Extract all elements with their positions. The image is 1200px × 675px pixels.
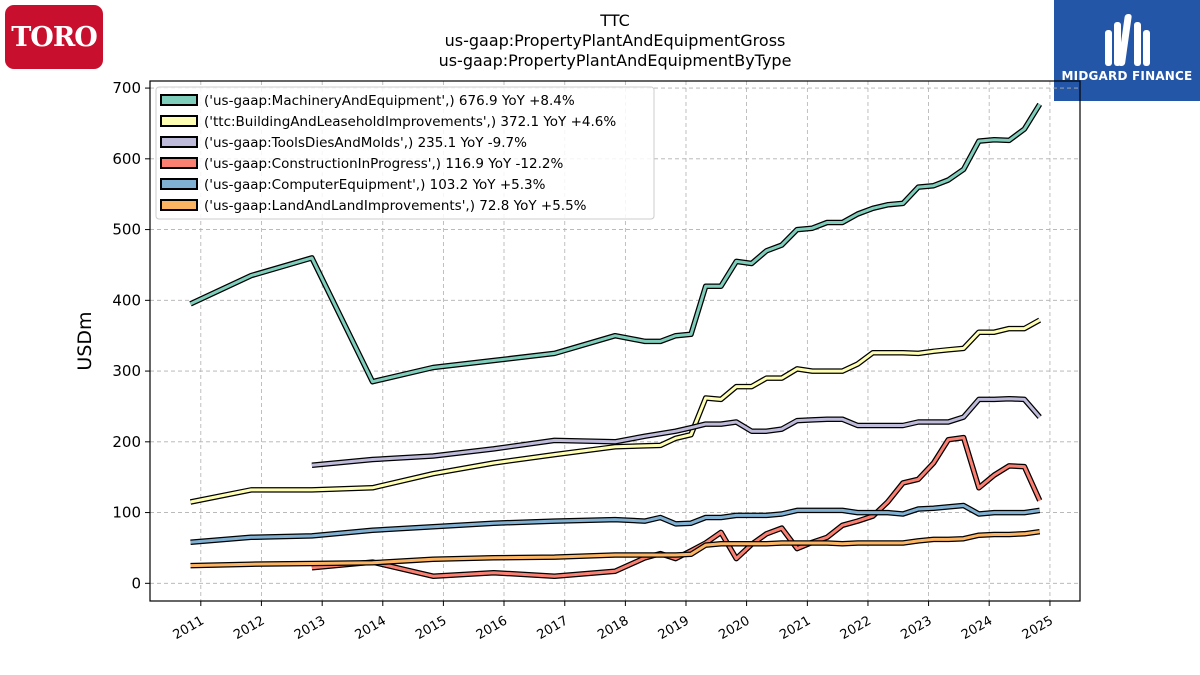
y-tick-label: 200 bbox=[112, 433, 141, 451]
midgard-finance-logo: MIDGARD FINANCE bbox=[1054, 0, 1200, 101]
x-tick-label: 2023 bbox=[898, 613, 934, 643]
x-tick-label: 2020 bbox=[716, 613, 752, 643]
series-line bbox=[190, 318, 1041, 504]
legend-swatch bbox=[160, 115, 198, 127]
title-line-1: TTC bbox=[599, 11, 630, 30]
x-tick-label: 2025 bbox=[1020, 613, 1056, 643]
y-tick-label: 500 bbox=[112, 221, 141, 239]
series-lines bbox=[189, 102, 1043, 579]
legend: ('us-gaap:MachineryAndEquipment',) 676.9… bbox=[155, 86, 655, 220]
x-tick-label: 2015 bbox=[413, 613, 449, 643]
chart-title: TTCus-gaap:PropertyPlantAndEquipmentGros… bbox=[439, 11, 792, 70]
legend-entry: ('us-gaap:ComputerEquipment',) 103.2 YoY… bbox=[204, 177, 546, 193]
series-4 bbox=[311, 434, 1043, 579]
series-line bbox=[190, 530, 1040, 568]
series-6 bbox=[190, 528, 1041, 569]
y-tick-label: 400 bbox=[112, 291, 141, 309]
midgard-emblem-icon bbox=[1105, 14, 1150, 66]
x-tick-label: 2021 bbox=[777, 613, 813, 643]
x-tick-label: 2013 bbox=[292, 613, 328, 643]
legend-entry: ('us-gaap:LandAndLandImprovements',) 72.… bbox=[204, 198, 587, 214]
toro-logo-text: TORO bbox=[11, 21, 98, 53]
y-tick-label: 300 bbox=[112, 362, 141, 380]
midgard-logo-text: MIDGARD FINANCE bbox=[1061, 69, 1193, 83]
plot-frame bbox=[149, 80, 1081, 602]
y-tick-label: 0 bbox=[131, 574, 141, 592]
series-5 bbox=[190, 502, 1041, 546]
legend-entry: ('us-gaap:ConstructionInProgress',) 116.… bbox=[204, 156, 563, 172]
legend-box bbox=[155, 86, 655, 220]
x-tick-label: 2016 bbox=[474, 613, 510, 643]
series-line bbox=[311, 436, 1042, 578]
x-tick-label: 2017 bbox=[535, 613, 571, 643]
series-line bbox=[190, 504, 1040, 544]
series-line bbox=[189, 103, 1041, 384]
x-tick-label: 2024 bbox=[959, 613, 995, 643]
legend-entry: ('us-gaap:ToolsDiesAndMolds',) 235.1 YoY… bbox=[204, 135, 527, 151]
x-tick-label: 2011 bbox=[171, 613, 207, 643]
legend-swatch bbox=[160, 136, 198, 148]
x-tick-label: 2014 bbox=[353, 613, 389, 643]
y-tick-label: 100 bbox=[112, 504, 141, 522]
x-tick-label: 2012 bbox=[231, 613, 267, 643]
y-axis-ticks: 0 100 200 300 400 500 600 700 bbox=[112, 79, 150, 592]
toro-logo: TORO bbox=[5, 5, 103, 69]
x-tick-label: 2018 bbox=[595, 613, 631, 643]
title-line-2: us-gaap:PropertyPlantAndEquipmentGross bbox=[445, 31, 786, 50]
title-line-3: us-gaap:PropertyPlantAndEquipmentByType bbox=[439, 51, 792, 70]
y-tick-label: 700 bbox=[112, 79, 141, 97]
x-axis-ticks: 2011 2012 2013 2014 2015 2016 2017 2018 2019 2020… bbox=[171, 601, 1056, 643]
series-line-outline bbox=[189, 317, 1042, 505]
legend-swatch bbox=[160, 94, 198, 106]
x-tick-label: 2022 bbox=[838, 613, 874, 643]
series-1 bbox=[189, 102, 1043, 385]
legend-entry: ('ttc:BuildingAndLeaseholdImprovements',… bbox=[204, 114, 616, 130]
series-3 bbox=[311, 395, 1042, 468]
legend-swatch bbox=[160, 199, 198, 211]
x-tick-label: 2019 bbox=[656, 613, 692, 643]
legend-swatch bbox=[160, 157, 198, 169]
y-axis-label: USDm bbox=[74, 311, 96, 370]
legend-swatch bbox=[160, 178, 198, 190]
y-tick-label: 600 bbox=[112, 150, 141, 168]
series-2 bbox=[189, 317, 1042, 505]
series-line bbox=[311, 397, 1041, 467]
legend-entry: ('us-gaap:MachineryAndEquipment',) 676.9… bbox=[204, 93, 575, 109]
